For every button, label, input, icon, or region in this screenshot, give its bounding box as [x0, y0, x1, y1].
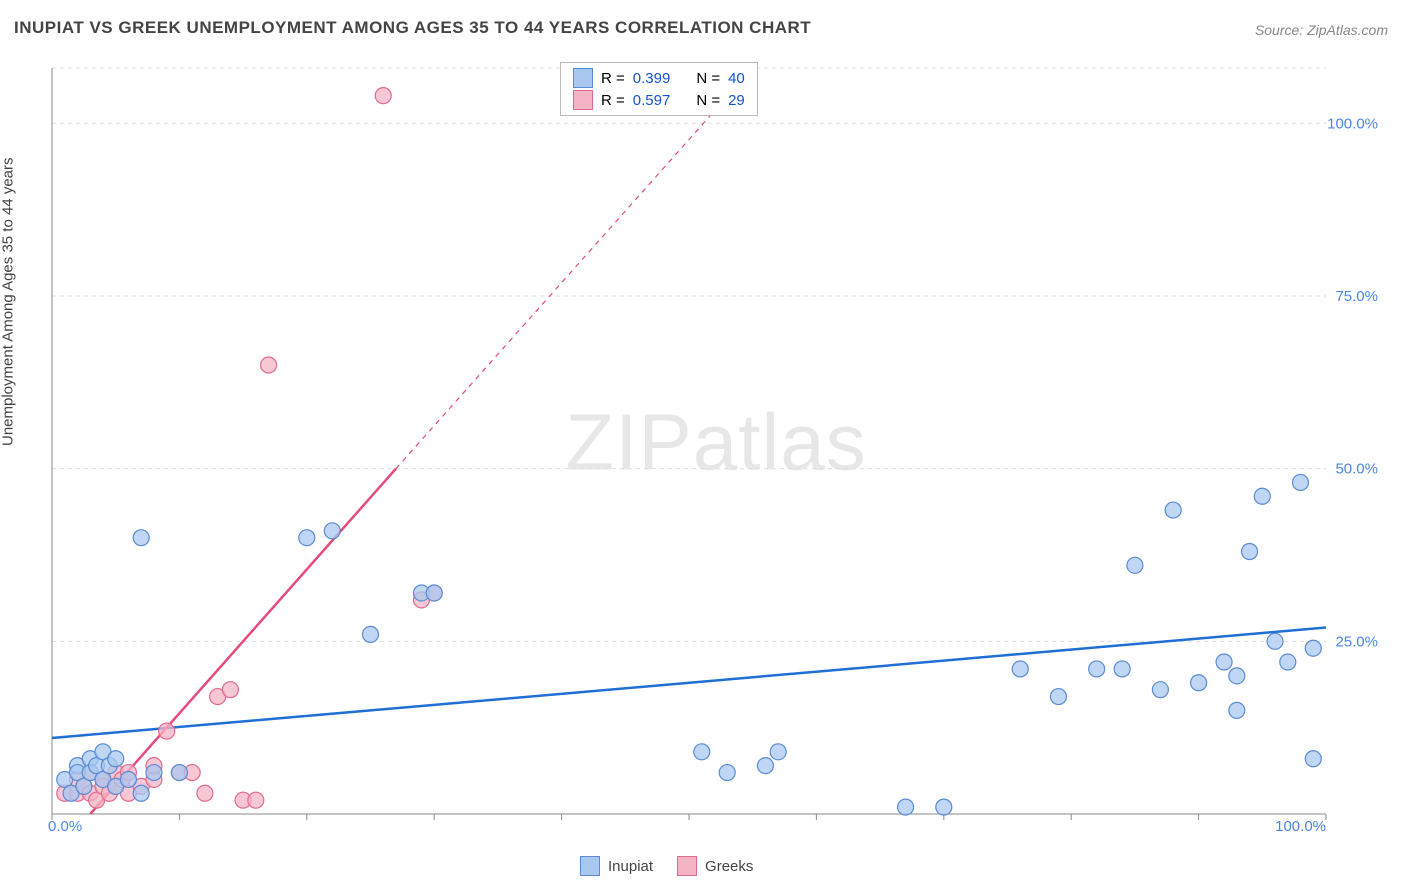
stats-legend: R = 0.399 N = 40 R = 0.597 N = 29: [560, 62, 758, 116]
plot-area: ZIPatlas 25.0%50.0%75.0%100.0%0.0%100.0%: [46, 62, 1386, 832]
chart-title: INUPIAT VS GREEK UNEMPLOYMENT AMONG AGES…: [14, 18, 811, 38]
r-value-greeks: 0.597: [633, 92, 671, 109]
stats-row-greeks: R = 0.597 N = 29: [573, 89, 745, 111]
svg-text:50.0%: 50.0%: [1335, 461, 1378, 478]
scatter-svg: 25.0% 50.0% 75.0% 100.0% 0.0% 100.0%: [46, 62, 1386, 832]
svg-text:100.0%: 100.0%: [1327, 115, 1378, 132]
series-legend: Inupiat Greeks: [580, 856, 753, 876]
r-label: R =: [601, 70, 625, 87]
legend-item-inupiat: Inupiat: [580, 856, 653, 876]
svg-text:100.0%: 100.0%: [1275, 818, 1326, 832]
n-label: N =: [696, 92, 720, 109]
swatch-greeks: [677, 856, 697, 876]
source-label: Source: ZipAtlas.com: [1255, 22, 1388, 38]
legend-label-inupiat: Inupiat: [608, 858, 653, 875]
n-label: N =: [696, 70, 720, 87]
svg-text:75.0%: 75.0%: [1335, 288, 1378, 305]
r-value-inupiat: 0.399: [633, 70, 671, 87]
swatch-inupiat: [573, 68, 593, 88]
swatch-inupiat: [580, 856, 600, 876]
svg-text:0.0%: 0.0%: [48, 818, 82, 832]
chart-container: INUPIAT VS GREEK UNEMPLOYMENT AMONG AGES…: [0, 0, 1406, 892]
r-label: R =: [601, 92, 625, 109]
y-axis-label: Unemployment Among Ages 35 to 44 years: [0, 157, 17, 446]
n-value-inupiat: 40: [728, 70, 745, 87]
svg-text:25.0%: 25.0%: [1335, 633, 1378, 650]
stats-row-inupiat: R = 0.399 N = 40: [573, 67, 745, 89]
legend-item-greeks: Greeks: [677, 856, 753, 876]
swatch-greeks: [573, 90, 593, 110]
legend-label-greeks: Greeks: [705, 858, 753, 875]
n-value-greeks: 29: [728, 92, 745, 109]
